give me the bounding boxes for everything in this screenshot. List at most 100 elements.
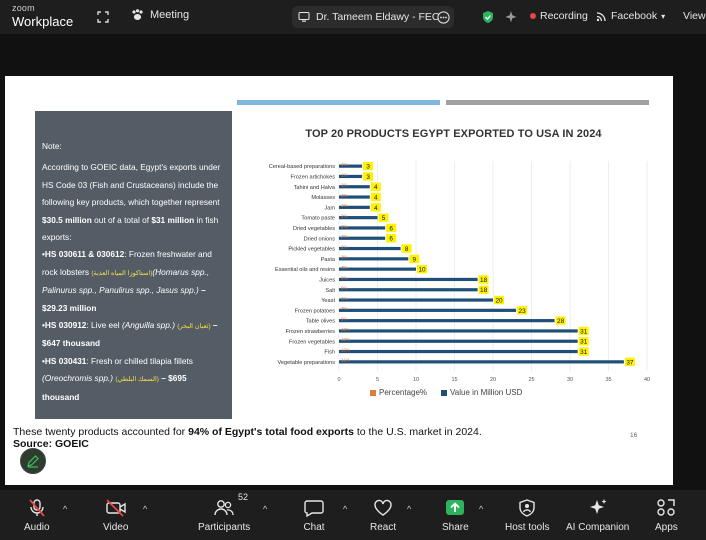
value-label: 31 (580, 339, 588, 346)
host-tools-button[interactable]: Host tools (505, 498, 549, 533)
share-chevron-up-icon[interactable]: ^ (479, 504, 484, 514)
video-label: Video (103, 522, 129, 533)
camera-off-icon (106, 499, 126, 517)
category-label: Pasta (321, 257, 336, 263)
arabic-name: (السمك البلطي) (115, 376, 159, 384)
note-panel: Note: According to GOEIC data, Egypt's e… (35, 111, 232, 419)
broadcast-icon (596, 11, 606, 21)
note-text: out of a total of (91, 214, 152, 225)
note-text: in fish exports: (42, 214, 219, 243)
shared-screen-tab[interactable]: Dr. Tameem Eldawy - FEC (292, 6, 454, 28)
ai-companion-label: AI Companion (566, 522, 630, 533)
percentage-label: 3% (341, 265, 348, 270)
value-label: 4 (374, 194, 378, 201)
bullet-value: – $29.23 million (42, 285, 206, 313)
category-label: Frozen strawberries (286, 329, 336, 335)
value-label-bg (386, 234, 397, 243)
value-bar (339, 174, 363, 179)
participants-button[interactable]: Participants (198, 498, 250, 533)
react-chevron-up-icon[interactable]: ^ (407, 504, 412, 514)
value-bar (339, 226, 386, 230)
category-label: Molasses (311, 195, 335, 201)
host-tools-label: Host tools (505, 522, 550, 533)
value-label-bg (386, 223, 397, 233)
category-label: Pickled vegetables (288, 247, 335, 253)
chat-chevron-up-icon[interactable]: ^ (343, 504, 348, 514)
summary-line: These twenty products accounted for 94% … (13, 426, 482, 438)
note-text: According to GOEIC data, Egypt's exports… (42, 162, 221, 208)
value-bar (339, 298, 493, 302)
chart-legend: Percentage% Value in Million USD (370, 388, 522, 397)
bullet-text: : Live eel (86, 320, 122, 331)
security-shield-icon[interactable] (481, 10, 495, 24)
recording-dot-icon (530, 13, 536, 19)
value-bar (339, 308, 517, 312)
facebook-livestream[interactable]: Facebook ▾ (596, 10, 665, 22)
percentage-label: 1% (341, 172, 348, 177)
note-title: Note: (42, 141, 62, 151)
brand-workplace: Workplace (12, 14, 74, 29)
audio-chevron-up-icon[interactable]: ^ (63, 504, 68, 514)
value-label: 10 (418, 267, 426, 274)
latin-name: (Homarus spp., Palinurus spp., Panulirus… (42, 266, 210, 296)
meeting-label: Meeting (150, 9, 190, 21)
chevron-down-icon: ▾ (661, 11, 666, 21)
participants-chevron-up-icon[interactable]: ^ (263, 504, 268, 514)
x-tick-label: 5 (376, 377, 379, 383)
value-label-bg (578, 337, 589, 346)
x-tick-label: 30 (567, 377, 573, 383)
category-label: Frozen vegetables (289, 339, 335, 345)
value-label-bg (363, 161, 374, 171)
chat-button[interactable]: Chat (303, 498, 325, 533)
meeting-tab[interactable]: Meeting (131, 9, 189, 21)
value-label-bg (578, 326, 589, 336)
value-label: 31 (580, 349, 588, 356)
expand-icon[interactable] (96, 10, 110, 24)
value-label-bg (363, 172, 374, 181)
note-bullet-tilapia: •HS 030431: Fresh or chilled tilapia fil… (42, 353, 224, 406)
bullet-value: – $695 thousand (42, 373, 187, 402)
bullet-text: : Frozen freshwater and rock lobsters (42, 249, 212, 277)
hs-code: •HS 030912 (42, 320, 87, 331)
percentage-label: 11% (341, 358, 350, 363)
summary-text: to the U.S. market in 2024. (353, 426, 482, 438)
category-label: Dried onions (304, 236, 336, 242)
x-tick-label: 35 (605, 377, 611, 383)
value-label-bg (409, 254, 420, 264)
hs-code: •HS 030611 & 030612 (42, 249, 125, 260)
meeting-toolbar: Audio ^ Video ^ Participants 52 ^ Chat ^ (0, 490, 706, 540)
value-bar (339, 185, 370, 189)
value-label: 23 (519, 308, 527, 315)
participants-icon (214, 500, 234, 516)
more-options-icon[interactable] (437, 10, 450, 24)
x-tick-label: 10 (413, 377, 419, 383)
react-label: React (370, 522, 397, 533)
value-label: 28 (557, 318, 565, 325)
page-number: 16 (630, 432, 638, 439)
share-button[interactable]: Share (442, 498, 469, 533)
note-paragraph: According to GOEIC data, Egypt's exports… (42, 159, 224, 246)
sparkle-icon[interactable] (504, 10, 518, 24)
video-chevron-up-icon[interactable]: ^ (143, 504, 148, 514)
annotate-button[interactable] (20, 448, 46, 474)
note-amount: $30.5 million (42, 214, 92, 225)
bullet-text: : Fresh or chilled tilapia fillets (86, 355, 193, 366)
category-label: Vegetable preparations (277, 360, 335, 366)
audio-button[interactable]: Audio (24, 498, 50, 533)
category-label: Fish (324, 350, 335, 356)
view-menu[interactable]: View (683, 10, 706, 22)
ai-companion-button[interactable]: AI Companion (566, 498, 629, 533)
shared-screen-title: Dr. Tameem Eldawy - FEC (316, 11, 440, 23)
apps-button[interactable]: Apps (655, 498, 678, 533)
video-button[interactable]: Video (103, 498, 128, 533)
value-bar (339, 195, 370, 199)
value-label: 18 (480, 287, 488, 294)
summary-highlight: 94% of Egypt's total food exports (188, 426, 354, 438)
category-label: Frozen artichokes (291, 174, 336, 180)
value-label: 3 (366, 174, 370, 181)
recording-indicator[interactable]: Recording (530, 10, 588, 22)
ai-sparkle-icon (589, 499, 607, 514)
value-label-bg (517, 306, 528, 315)
react-button[interactable]: React (370, 498, 396, 533)
accent-bar-blue (237, 100, 440, 105)
